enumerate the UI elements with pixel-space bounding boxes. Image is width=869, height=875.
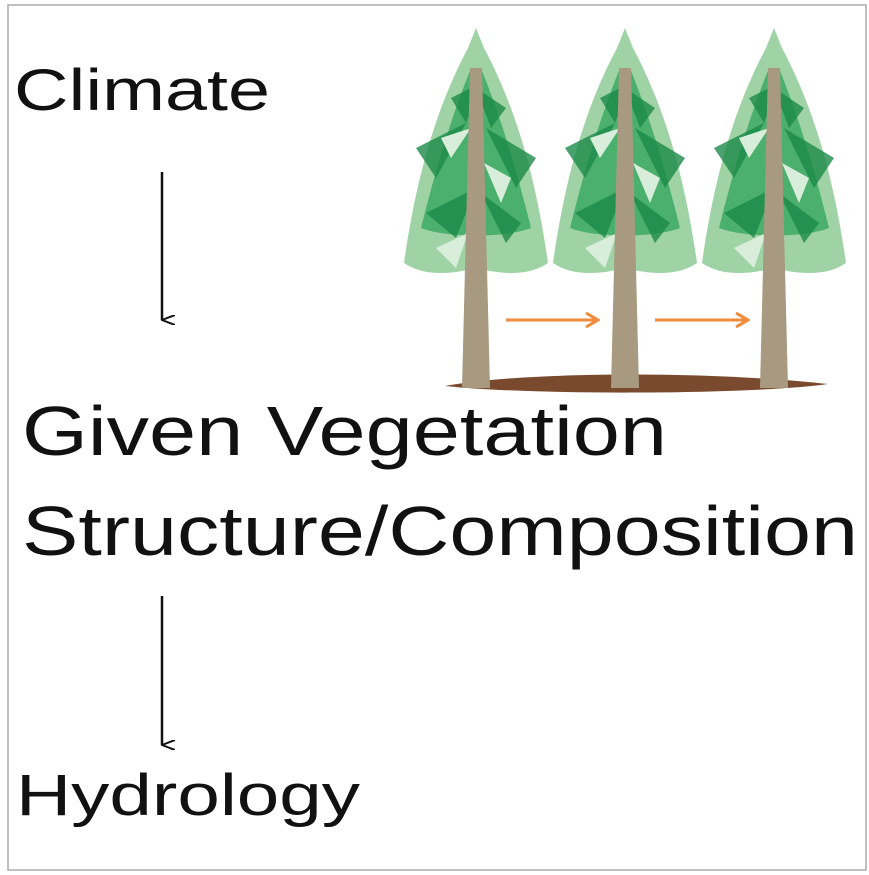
hydrology-label: Hydrology [16,763,360,828]
trees-illustration [404,28,846,393]
climate-label: Climate [14,58,270,123]
vegetation-label-line: Given Vegetation [22,392,667,470]
vegetation-label-line: Structure/Composition [22,492,858,570]
